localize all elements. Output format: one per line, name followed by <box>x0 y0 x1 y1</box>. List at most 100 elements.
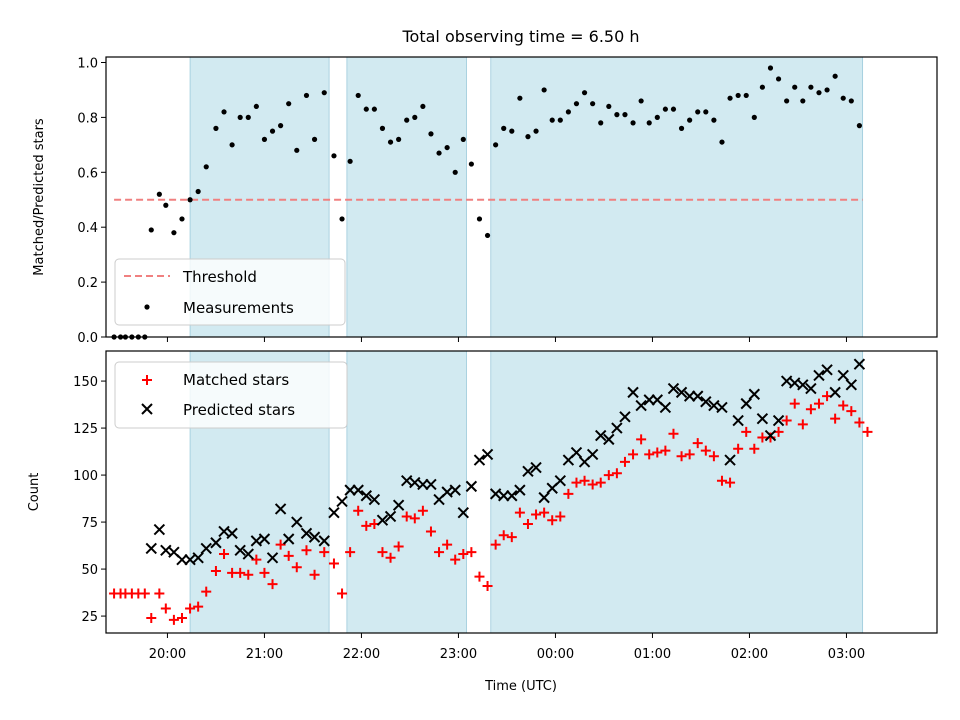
predicted-stars-point <box>748 388 761 400</box>
matched-stars-point <box>243 569 254 580</box>
predicted-stars-point <box>692 390 704 402</box>
predicted-stars-point <box>683 390 696 402</box>
measurement-point <box>148 227 154 233</box>
predicted-stars-point <box>514 484 526 496</box>
predicted-stars-point <box>667 382 680 395</box>
measurement-point <box>646 120 652 126</box>
matched-stars-point <box>862 426 873 437</box>
matched-stars-point <box>176 612 187 623</box>
matched-stars-point <box>789 398 800 409</box>
x-tick-label: 21:00 <box>246 647 283 662</box>
top-y-tick-label: 0.6 <box>77 166 98 181</box>
matched-stars-point <box>692 438 703 449</box>
predicted-stars-point <box>732 414 744 427</box>
predicted-stars-point <box>328 506 340 519</box>
predicted-stars-point <box>308 531 321 543</box>
matched-stars-point <box>781 415 792 426</box>
matched-stars-point <box>193 601 204 612</box>
predicted-stars-point <box>805 382 817 395</box>
measurement-point <box>557 117 563 123</box>
measurement-point <box>396 136 402 142</box>
measurement-point <box>808 84 814 90</box>
matched-stars-point <box>466 547 477 558</box>
measurement-point <box>213 125 219 131</box>
measurement-point <box>743 92 749 99</box>
predicted-stars-point <box>384 510 397 523</box>
matched-stars-point <box>522 518 533 529</box>
matched-stars-point <box>275 539 286 550</box>
predicted-stars-point <box>481 448 494 461</box>
measurement-point <box>541 87 547 93</box>
predicted-stars-point <box>360 490 373 502</box>
matched-stars-point <box>353 505 364 516</box>
measurement-point <box>824 87 830 93</box>
matched-stars-point <box>146 612 157 623</box>
predicted-stars-point <box>716 401 728 414</box>
matched-stars-point <box>139 588 150 599</box>
matched-stars-point <box>328 558 339 569</box>
matched-stars-point <box>393 541 404 552</box>
measurement-point <box>549 117 555 123</box>
top-y-tick-label: 0.8 <box>77 111 98 126</box>
predicted-stars-point <box>226 527 238 540</box>
measurement-point <box>759 84 765 90</box>
measurement-point <box>321 90 327 96</box>
predicted-stars-point <box>506 490 518 502</box>
predicted-stars-point <box>153 523 166 536</box>
measurement-point <box>339 216 345 222</box>
measurement-point <box>687 117 693 123</box>
matched-stars-point <box>765 432 776 443</box>
predicted-stars-point <box>498 490 510 502</box>
matched-stars-point <box>514 507 525 518</box>
measurement-point <box>800 98 806 104</box>
bottom-shaded-interval <box>346 350 467 634</box>
predicted-stars-point <box>457 506 470 519</box>
predicted-stars-point <box>376 514 389 526</box>
predicted-stars-point <box>449 484 461 496</box>
matched-stars-point <box>830 413 841 424</box>
predicted-stars-point <box>643 394 655 406</box>
matched-stars-point <box>168 614 179 625</box>
predicted-stars-point <box>611 422 623 434</box>
matched-stars-point <box>805 404 816 415</box>
predicted-stars-point <box>570 446 583 459</box>
measurement-point <box>468 161 474 167</box>
measurement-point <box>163 202 169 208</box>
matched-stars-point <box>628 449 639 460</box>
measurement-point <box>590 101 596 107</box>
measurement-point <box>261 136 268 142</box>
predicted-stars-point <box>595 429 607 442</box>
measurement-point <box>278 123 284 129</box>
legend-matched-swatch <box>142 375 152 385</box>
bottom-y-tick-label: 100 <box>73 469 98 484</box>
matched-stars-point <box>741 426 752 437</box>
matched-stars-point <box>539 507 550 518</box>
predicted-stars-point <box>282 533 295 545</box>
measurement-point <box>355 92 361 99</box>
bottom-shaded-interval <box>490 350 864 634</box>
measurement-point <box>476 216 483 222</box>
measurement-point <box>573 101 580 107</box>
top-y-tick-label: 1.0 <box>77 56 98 71</box>
predicted-stars-point <box>368 493 381 506</box>
measurement-point <box>581 90 588 96</box>
measurement-point <box>347 158 353 164</box>
measurement-point <box>404 117 410 123</box>
matched-stars-point <box>210 565 221 576</box>
matched-stars-point <box>603 470 614 481</box>
measurement-point <box>179 216 185 222</box>
measurement-point <box>428 131 434 137</box>
predicted-stars-point <box>210 537 222 549</box>
measurement-point <box>695 109 701 115</box>
measurement-point <box>816 90 822 96</box>
measurement-point <box>517 95 523 101</box>
bottom-y-tick-label: 25 <box>81 610 98 625</box>
x-tick-label: 03:00 <box>828 647 865 662</box>
matched-stars-point <box>219 549 230 560</box>
top-shaded-interval <box>490 56 864 338</box>
matched-stars-point <box>797 419 808 430</box>
matched-stars-point <box>319 547 330 558</box>
measurement-point <box>622 112 628 118</box>
matched-stars-point <box>361 520 372 531</box>
predicted-stars-point <box>522 465 534 478</box>
